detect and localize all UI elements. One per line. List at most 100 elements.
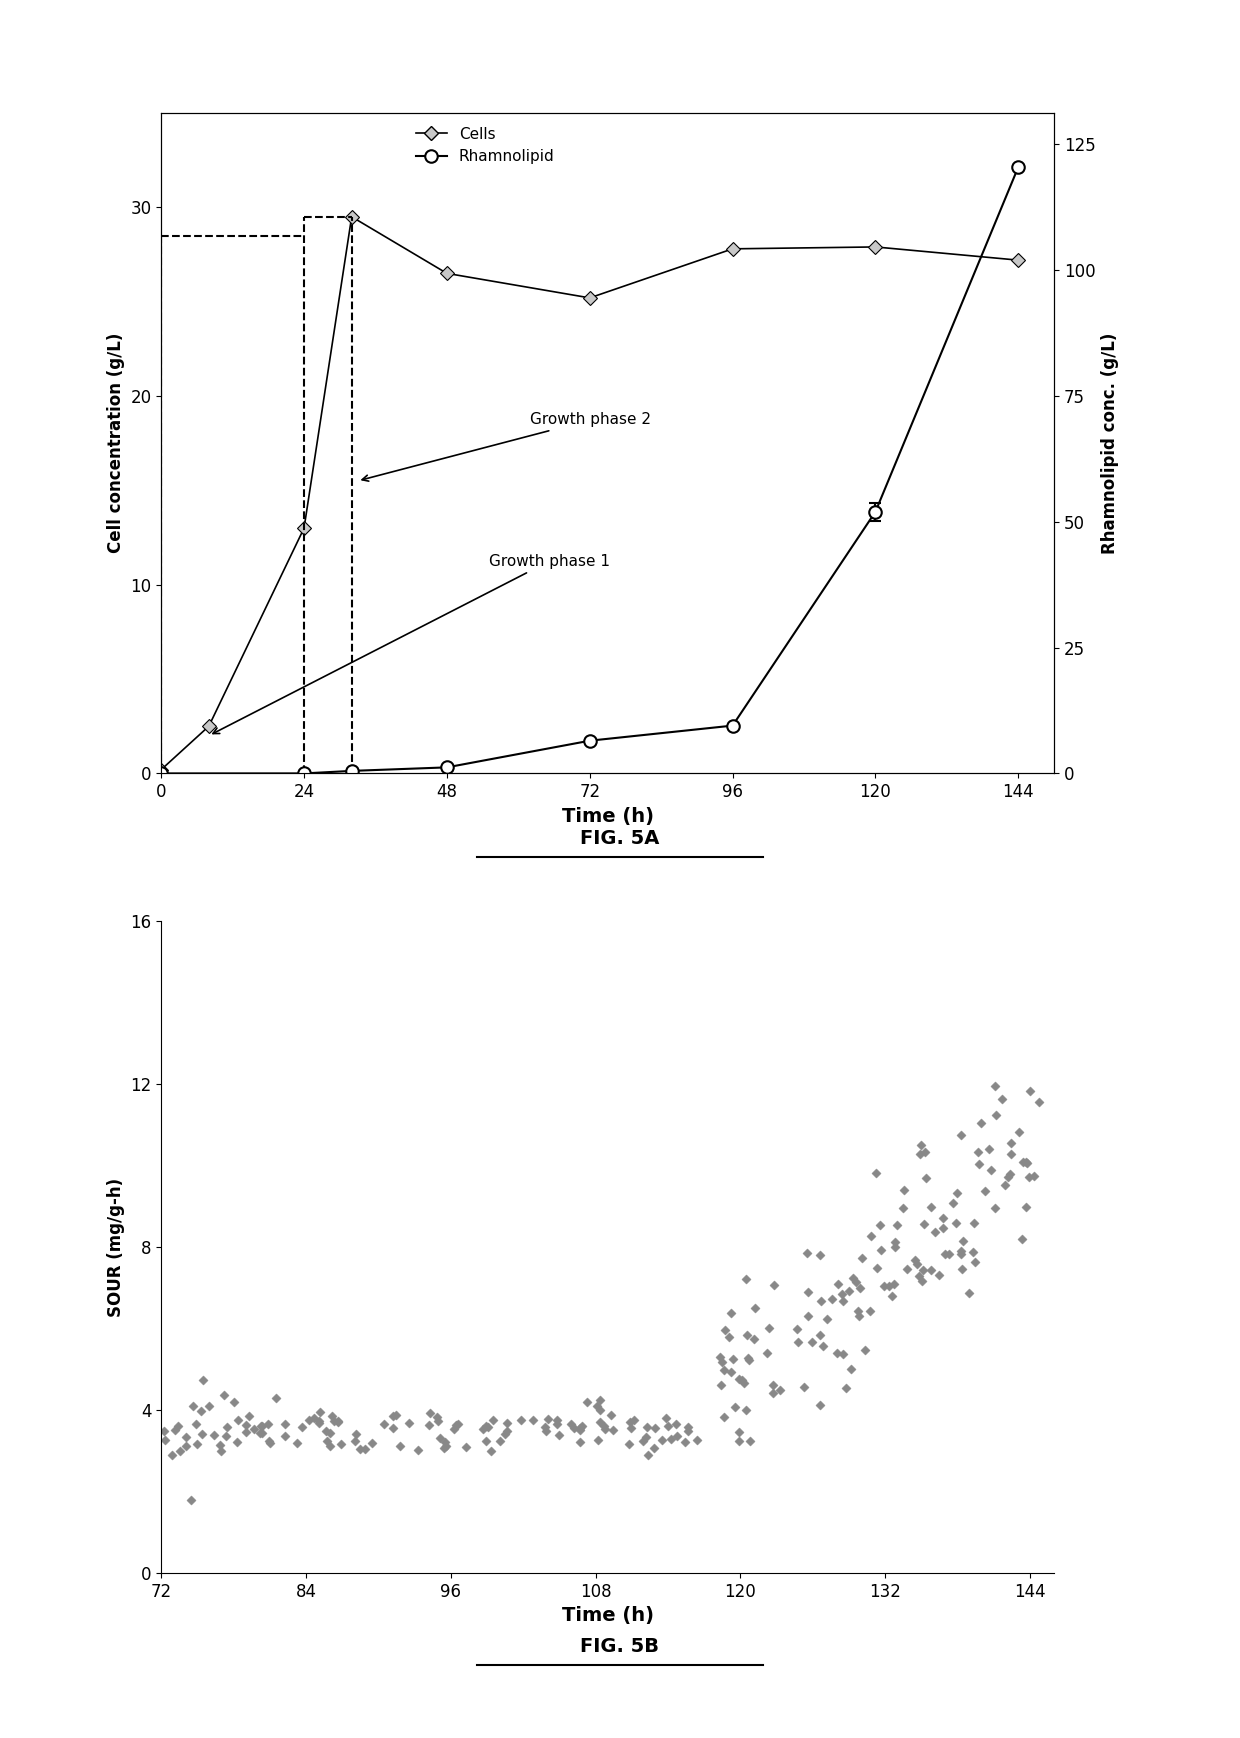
Point	[436, 1432, 456, 1460]
Point	[729, 1366, 749, 1394]
Text: Growth phase 2: Growth phase 2	[362, 412, 651, 481]
Point	[737, 1265, 756, 1293]
Point	[839, 1277, 859, 1305]
Point	[1013, 1147, 1033, 1175]
Point	[304, 1404, 324, 1432]
Point	[275, 1423, 295, 1451]
Point	[176, 1432, 196, 1460]
Point	[986, 1100, 1006, 1128]
Point	[205, 1420, 224, 1448]
Point	[745, 1295, 765, 1323]
Point	[963, 1237, 983, 1265]
Point	[1016, 1194, 1035, 1222]
Point	[833, 1340, 853, 1368]
Point	[763, 1371, 782, 1399]
Point	[570, 1416, 590, 1444]
Point	[843, 1264, 863, 1291]
Point	[802, 1328, 822, 1356]
Point	[316, 1427, 336, 1455]
Point	[678, 1416, 698, 1444]
Point	[1019, 1076, 1039, 1104]
Point	[497, 1418, 517, 1446]
Point	[223, 1389, 243, 1416]
Point	[972, 1109, 992, 1137]
Point	[620, 1408, 640, 1436]
Point	[652, 1425, 672, 1453]
Point	[1024, 1163, 1044, 1191]
Point	[446, 1411, 466, 1439]
Text: FIG. 5B: FIG. 5B	[580, 1637, 660, 1656]
Point	[383, 1403, 403, 1430]
Point	[386, 1401, 405, 1429]
Point	[644, 1434, 663, 1462]
Point	[960, 1279, 980, 1307]
Point	[484, 1406, 503, 1434]
Point	[764, 1272, 784, 1300]
Point	[822, 1284, 842, 1312]
Point	[419, 1411, 439, 1439]
Point	[951, 1239, 971, 1267]
Point	[216, 1422, 236, 1449]
Point	[986, 1194, 1006, 1222]
Point	[588, 1427, 608, 1455]
Point	[954, 1227, 973, 1255]
Point	[951, 1237, 971, 1265]
Point	[952, 1255, 972, 1283]
Point	[978, 1135, 998, 1163]
Point	[867, 1159, 887, 1187]
Point	[787, 1328, 807, 1356]
Point	[322, 1403, 342, 1430]
Point	[832, 1281, 852, 1309]
Point	[935, 1239, 955, 1267]
Point	[275, 1410, 295, 1437]
Point	[968, 1138, 988, 1166]
Point	[722, 1300, 742, 1328]
Point	[813, 1331, 833, 1359]
Point	[299, 1406, 319, 1434]
Point	[355, 1436, 374, 1463]
Point	[951, 1121, 971, 1149]
Point	[1001, 1159, 1021, 1187]
Point	[737, 1396, 756, 1423]
Point	[570, 1429, 590, 1456]
Point	[310, 1397, 330, 1425]
Point	[637, 1413, 657, 1441]
Point	[906, 1250, 926, 1277]
Point	[998, 1163, 1018, 1191]
Point	[946, 1210, 966, 1237]
Point	[267, 1383, 286, 1411]
Point	[929, 1260, 949, 1288]
Point	[734, 1370, 754, 1397]
Point	[645, 1415, 665, 1443]
Point	[916, 1164, 936, 1192]
Point	[636, 1423, 656, 1451]
Point	[887, 1211, 906, 1239]
Point	[911, 1131, 931, 1159]
Point	[165, 1416, 185, 1444]
Point	[797, 1239, 817, 1267]
Point	[913, 1267, 932, 1295]
Point	[228, 1406, 248, 1434]
Point	[763, 1378, 782, 1406]
Point	[391, 1432, 410, 1460]
Point	[1001, 1128, 1021, 1156]
Point	[879, 1272, 899, 1300]
Point	[915, 1138, 935, 1166]
Point	[497, 1410, 517, 1437]
Point	[536, 1418, 556, 1446]
Point	[894, 1177, 914, 1204]
Point	[856, 1337, 875, 1364]
Point	[883, 1281, 903, 1309]
Point	[846, 1269, 866, 1297]
Point	[435, 1429, 455, 1456]
Point	[547, 1406, 567, 1434]
Y-axis label: SOUR (mg/g-h): SOUR (mg/g-h)	[107, 1177, 125, 1317]
Point	[590, 1387, 610, 1415]
Point	[182, 1392, 202, 1420]
Point	[739, 1345, 759, 1373]
Point	[200, 1392, 219, 1420]
Point	[1016, 1149, 1035, 1177]
Point	[472, 1415, 492, 1443]
Point	[239, 1401, 259, 1429]
Point	[712, 1349, 732, 1376]
